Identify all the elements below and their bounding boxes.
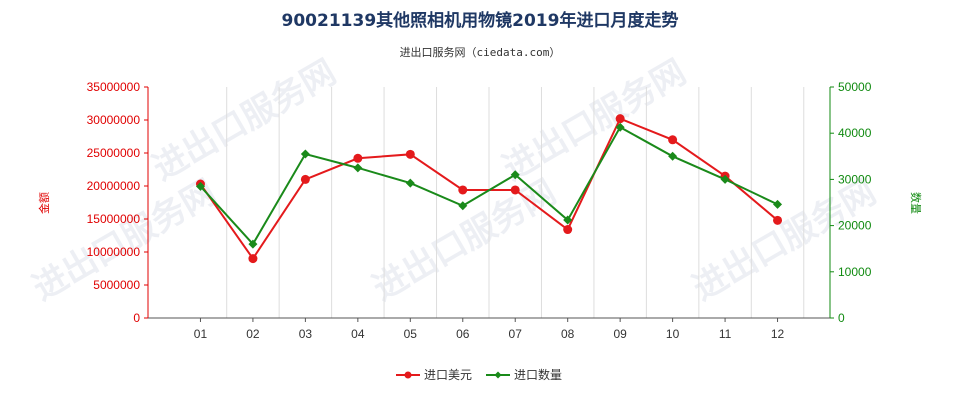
x-tick-label: 07 bbox=[509, 327, 523, 341]
legend-item: 进口数量 bbox=[486, 367, 562, 382]
data-point bbox=[405, 149, 415, 159]
watermark-3: 进出口服务网 bbox=[146, 52, 343, 189]
x-tick-label: 03 bbox=[299, 327, 313, 341]
chart-title: 90021139其他照相机用物镜2019年进口月度走势 bbox=[282, 10, 679, 31]
series-line bbox=[199, 125, 778, 246]
x-tick-label: 11 bbox=[719, 327, 732, 341]
x-tick-label: 12 bbox=[771, 327, 785, 341]
x-axis-ticks: 01 02 03 04 05 06 07 08 09 10 11 12 bbox=[194, 318, 785, 341]
data-point bbox=[510, 170, 520, 180]
right-tick-label: 50000 bbox=[838, 80, 872, 94]
data-point bbox=[563, 215, 573, 225]
left-tick-label: 15000000 bbox=[87, 212, 141, 226]
left-axis-label: 金额 bbox=[37, 192, 51, 214]
data-point bbox=[668, 135, 678, 145]
data-point bbox=[615, 122, 625, 132]
chart-subtitle: 进出口服务网（ciedata.com） bbox=[400, 45, 561, 59]
series-import-quantity bbox=[195, 122, 783, 249]
x-tick-label: 05 bbox=[404, 327, 418, 341]
data-point bbox=[668, 151, 678, 161]
data-point bbox=[248, 254, 258, 264]
left-tick-label: 20000000 bbox=[87, 179, 141, 193]
x-tick-label: 04 bbox=[351, 327, 365, 341]
left-axis-ticks: 0 5000000 10000000 15000000 20000000 25000000… bbox=[87, 80, 148, 325]
legend-item: 进口美元 bbox=[396, 368, 472, 382]
grid bbox=[226, 87, 805, 318]
legend: 进口美元 进口数量 bbox=[396, 367, 562, 382]
series-layer bbox=[195, 114, 783, 264]
data-point bbox=[458, 185, 468, 195]
data-point bbox=[458, 201, 468, 211]
right-tick-label: 20000 bbox=[838, 219, 872, 233]
x-tick-label: 08 bbox=[561, 327, 575, 341]
data-point bbox=[510, 185, 520, 195]
left-tick-label: 5000000 bbox=[93, 278, 140, 292]
right-axis-ticks: 0 10000 20000 30000 40000 50000 bbox=[830, 80, 872, 325]
right-tick-label: 30000 bbox=[838, 172, 872, 186]
left-tick-label: 30000000 bbox=[87, 113, 141, 127]
left-tick-label: 10000000 bbox=[87, 245, 141, 259]
right-tick-label: 10000 bbox=[838, 265, 872, 279]
x-tick-label: 09 bbox=[613, 327, 627, 341]
data-point bbox=[300, 149, 310, 159]
data-point bbox=[353, 163, 363, 173]
data-point bbox=[353, 153, 363, 163]
x-tick-label: 02 bbox=[246, 327, 260, 341]
data-point bbox=[195, 181, 205, 191]
watermark-2: 进出口服务网 bbox=[686, 172, 883, 309]
data-point bbox=[563, 225, 573, 235]
data-point bbox=[773, 199, 783, 209]
legend-label: 进口美元 bbox=[424, 368, 472, 382]
data-point bbox=[615, 114, 625, 124]
right-axis-label: 数量 bbox=[909, 192, 922, 214]
legend-swatch-marker bbox=[404, 371, 412, 379]
data-point bbox=[248, 239, 258, 249]
right-tick-label: 0 bbox=[838, 311, 845, 325]
data-point bbox=[773, 215, 783, 225]
left-tick-label: 0 bbox=[133, 311, 140, 325]
x-tick-label: 06 bbox=[456, 327, 470, 341]
left-tick-label: 25000000 bbox=[87, 146, 141, 160]
x-tick-label: 10 bbox=[666, 327, 680, 341]
legend-label: 进口数量 bbox=[514, 367, 562, 382]
data-point bbox=[720, 174, 730, 184]
data-point bbox=[405, 178, 415, 188]
data-point bbox=[300, 174, 310, 184]
watermark-4: 进出口服务网 bbox=[496, 52, 693, 189]
legend-swatch-marker bbox=[494, 371, 502, 379]
right-tick-label: 40000 bbox=[838, 126, 872, 140]
axes bbox=[147, 87, 831, 319]
x-tick-label: 01 bbox=[194, 327, 208, 341]
left-tick-label: 35000000 bbox=[87, 80, 141, 94]
